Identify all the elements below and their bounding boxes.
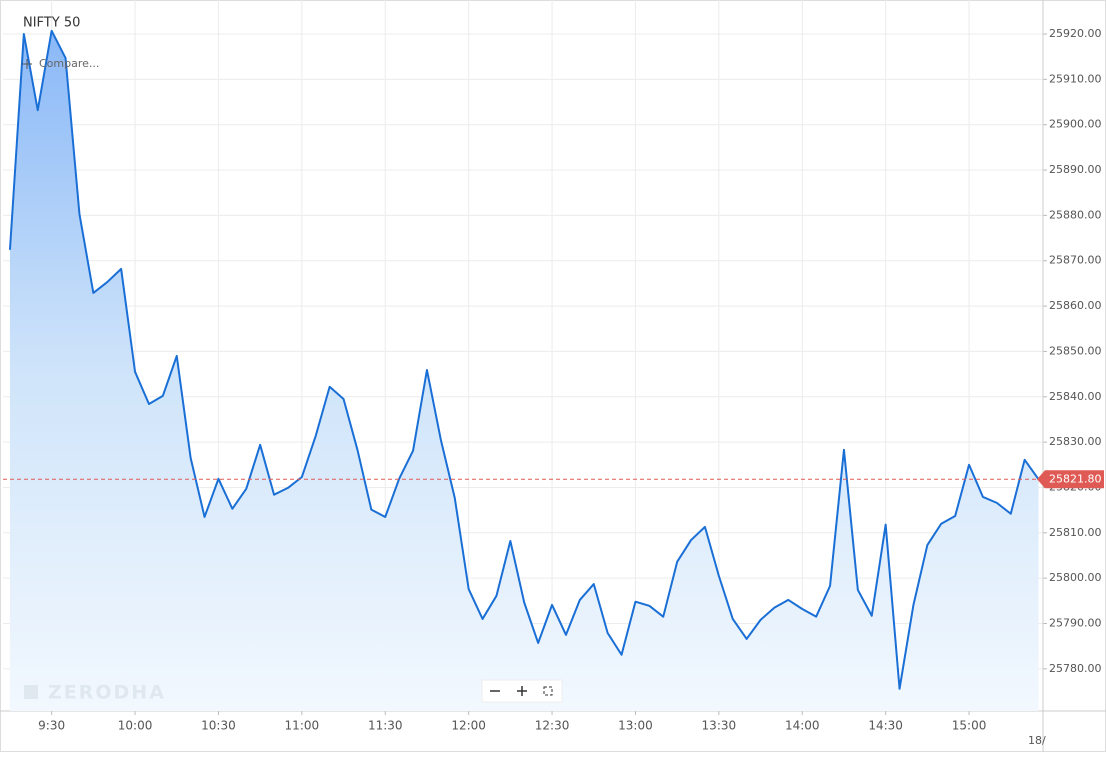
date-label: 18/ [1028,734,1046,747]
compare-label[interactable]: Compare... [39,57,99,70]
x-tick-label: 13:30 [702,719,737,733]
x-tick-label: 14:00 [785,719,820,733]
x-tick-label: 10:00 [118,719,153,733]
last-price-label: 25821.80 [1049,472,1102,485]
y-tick-label: 25920.00 [1049,27,1102,40]
area-fill [9,30,1039,712]
x-tick-label: 14:30 [868,719,903,733]
last-price-tag [1037,470,1104,489]
y-tick-label: 25840.00 [1049,390,1102,403]
x-tick-label: 13:00 [618,719,653,733]
y-tick-label: 25890.00 [1049,163,1102,176]
x-tick-label: 15:00 [952,719,987,733]
x-tick-label: 11:30 [368,719,403,733]
y-tick-label: 25900.00 [1049,118,1102,131]
x-tick-label: 9:30 [38,719,65,733]
watermark-text: ZERODHA [48,682,166,704]
y-tick-label: 25870.00 [1049,254,1102,267]
y-tick-label: 25790.00 [1049,616,1102,629]
watermark: ZERODHA [24,682,166,704]
x-tick-label: 11:00 [285,719,320,733]
y-tick-label: 25880.00 [1049,208,1102,221]
compare-button[interactable]: Compare... [22,57,99,70]
zoom-controls [481,679,563,703]
x-tick-label: 10:30 [201,719,236,733]
x-tick-label: 12:00 [451,719,486,733]
y-tick-label: 25810.00 [1049,526,1102,539]
y-tick-label: 25850.00 [1049,344,1102,357]
y-tick-label: 25860.00 [1049,299,1102,312]
logo-icon [24,685,38,699]
y-tick-label: 25800.00 [1049,571,1102,584]
y-tick-label: 25780.00 [1049,662,1102,675]
y-tick-label: 25830.00 [1049,435,1102,448]
x-tick-label: 12:30 [535,719,570,733]
y-tick-label: 25910.00 [1049,72,1102,85]
price-line [8,29,1040,690]
chart-title: NIFTY 50 [23,16,80,31]
fullscreen[interactable] [543,686,553,696]
